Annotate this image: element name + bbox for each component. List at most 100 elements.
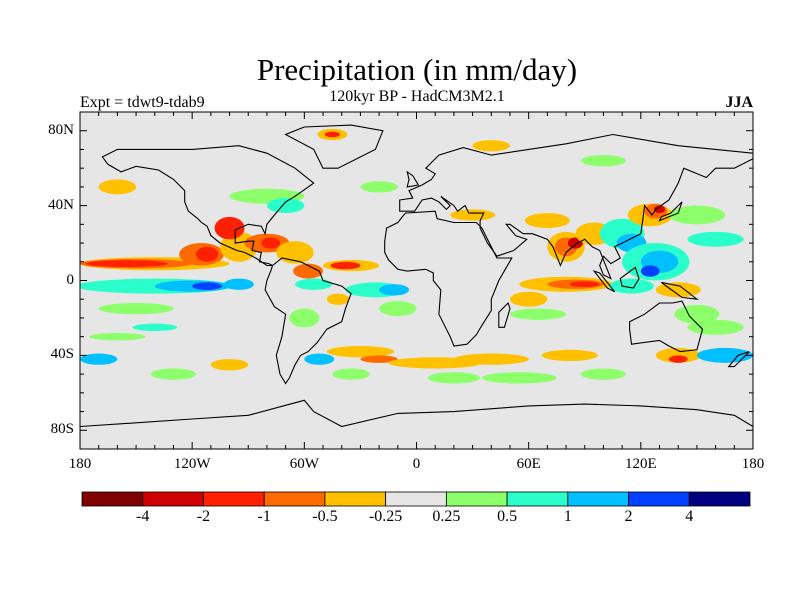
plot-subtitle: 120kyr BP - HadCM3M2.1 (329, 88, 505, 105)
coastline-madagascar (498, 301, 511, 328)
anomaly-patch (330, 261, 361, 270)
anomaly-patch (304, 353, 335, 365)
coastline-britain (406, 170, 420, 188)
anomaly-patch (89, 332, 146, 341)
anomaly-patch (326, 346, 395, 358)
anomaly-patch (668, 205, 725, 225)
colorbar-box (142, 491, 204, 507)
lon-tick-label: 180 (741, 456, 765, 472)
colorbar-box (567, 491, 629, 507)
colorbar-label: -0.5 (312, 508, 338, 525)
anomaly-patch (195, 246, 219, 262)
anomaly-patch (524, 213, 570, 229)
anomaly-patch (266, 198, 305, 214)
anomaly-patch (223, 278, 254, 290)
coastline-africa (384, 210, 513, 347)
colorbar-box (628, 491, 690, 507)
anomaly-patch (509, 308, 567, 320)
coastline-japan (658, 201, 683, 222)
anomaly-patch (85, 260, 168, 268)
coastline-new-guinea (661, 281, 699, 300)
anomaly-patch (569, 281, 600, 288)
colorbar-label: 4 (685, 508, 694, 525)
anomaly-patch (324, 131, 340, 138)
anomaly-patch (481, 372, 557, 384)
lat-tick-label: 40S (50, 346, 74, 363)
anomaly-patch (379, 284, 410, 296)
lon-tick-label: 180 (68, 456, 92, 472)
colorbar-label: 0.25 (432, 508, 461, 525)
colorbar-label: 2 (624, 508, 633, 525)
anomaly-patch (541, 349, 598, 362)
colorbar-box (688, 491, 751, 507)
colorbar-box (385, 491, 447, 507)
lat-tick-label: 80S (50, 421, 74, 438)
colorbar-label: -4 (136, 508, 150, 525)
lon-tick-label: 60E (516, 456, 541, 472)
anomaly-patch (581, 368, 626, 380)
anomaly-patch (653, 205, 666, 214)
colorbar-label: -0.25 (368, 508, 403, 525)
anomaly-patch (294, 278, 333, 290)
coastline-north-america (101, 145, 315, 267)
anomaly-patch (326, 293, 350, 305)
anomaly-patch (472, 140, 510, 152)
anomaly-patch (509, 291, 548, 307)
lat-tick-label: 40N (48, 196, 74, 213)
colorbar-label: -2 (196, 508, 211, 525)
colorbar-label: -1 (257, 508, 271, 525)
plot-title: Precipitation (in mm/day) (256, 52, 578, 87)
lat-tick-label: 80N (48, 121, 74, 138)
anomaly-patch (210, 359, 249, 371)
coastline-greenland (284, 124, 384, 169)
anomaly-patch (655, 347, 701, 363)
anomaly-patch (261, 237, 281, 249)
anomaly-patch (98, 179, 137, 195)
coastline-sumatra (592, 269, 616, 293)
season-label: JJA (725, 94, 753, 111)
coastline-south-america (264, 257, 352, 385)
coastline-australia (629, 300, 704, 353)
anomaly-patch (132, 323, 178, 332)
coastline-antarctica (80, 399, 753, 449)
colorbar-box (81, 491, 144, 507)
lon-tick-label: 120W (173, 456, 211, 472)
colorbar-box (203, 491, 265, 507)
lon-tick-label: 60W (289, 456, 319, 472)
anomaly-patch (696, 347, 753, 363)
anomaly-patch (609, 278, 654, 294)
colorbar-label: 0.5 (497, 508, 518, 525)
anomaly-patch (289, 308, 320, 328)
anomaly-patch (450, 209, 496, 221)
colorbar-box (506, 491, 569, 507)
lat-tick-label: 0 (66, 271, 75, 288)
anomaly-field (80, 124, 753, 449)
anomaly-patch (98, 302, 174, 315)
anomaly-patch (192, 282, 223, 290)
anomaly-patch (360, 355, 398, 363)
lon-tick-label: 0 (412, 456, 421, 472)
anomaly-patch (151, 368, 196, 380)
coastline-new-zealand (727, 351, 750, 368)
coastline-borneo (619, 266, 640, 289)
anomaly-patch (214, 216, 245, 240)
anomaly-patch (80, 353, 118, 365)
anomaly-patch (332, 368, 370, 380)
colorbar-box (445, 491, 508, 507)
anomaly-patch (453, 353, 529, 365)
anomaly-patch (360, 181, 398, 193)
anomaly-patch (640, 265, 660, 277)
colorbar-box (324, 491, 387, 507)
anomaly-patch (668, 355, 688, 363)
anomaly-patch (379, 301, 417, 317)
anomaly-patch (276, 241, 314, 264)
coastline-eurasia (399, 133, 753, 280)
experiment-label: Expt = tdwt9-tdab9 (80, 94, 205, 111)
anomaly-patch (687, 231, 744, 247)
anomaly-patch (427, 372, 481, 384)
lon-tick-label: 120E (624, 456, 657, 472)
anomaly-patch (581, 155, 626, 167)
anomaly-patch (293, 263, 324, 279)
